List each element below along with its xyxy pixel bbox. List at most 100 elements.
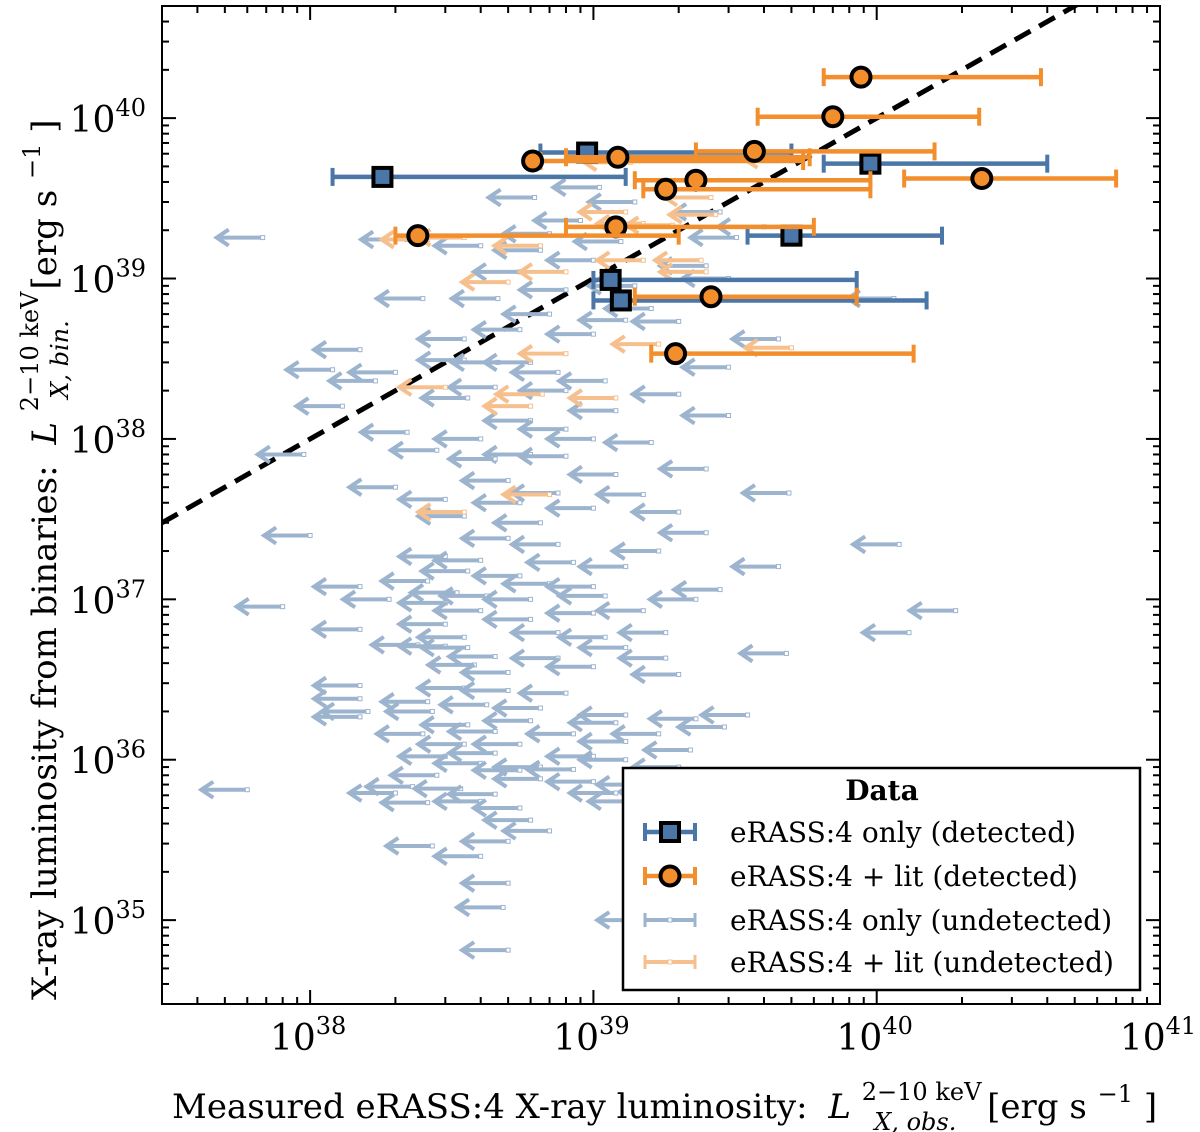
upper-limit-point <box>484 187 538 208</box>
upper-limit-point <box>470 798 523 818</box>
y-axis-label-symbol: L <box>25 422 65 446</box>
upper-limit-point <box>499 574 553 594</box>
y-axis-label-sup: 2−10 keV <box>16 291 44 411</box>
y-tick-label: 1036 <box>70 736 146 783</box>
legend-label: eRASS:4 only (detected) <box>730 816 1076 849</box>
upper-limit-point <box>523 724 576 744</box>
upper-limit-point <box>345 783 398 803</box>
upper-limit-point <box>543 498 596 518</box>
upper-limit-point <box>629 384 682 404</box>
upper-limit-point <box>629 311 682 332</box>
upper-limit-point <box>566 713 619 733</box>
upper-limit-point <box>516 683 569 703</box>
legend-entry: eRASS:4 + lit (undetected) <box>643 946 1114 979</box>
upper-limit-point <box>656 459 709 479</box>
upper-limit-point <box>414 678 467 698</box>
ticks-layer: 1038 1039 1040 1041 1035 1036 1037 1038 1039 1040 <box>70 5 1196 1059</box>
upper-limit-point <box>555 371 608 391</box>
upper-limit-point <box>431 600 484 621</box>
upper-limit-point <box>728 556 781 577</box>
upper-limit-point <box>445 449 498 469</box>
y-axis-label-unit-exp: −1 <box>18 144 46 179</box>
upper-limit-point <box>480 810 534 830</box>
upper-limit-point <box>418 637 471 658</box>
detected-point <box>821 65 1043 89</box>
upper-limit-point <box>543 771 596 792</box>
detected-point <box>591 289 929 312</box>
upper-limit-point <box>470 319 523 340</box>
upper-limit-point <box>629 502 682 522</box>
upper-limit-point <box>414 734 467 754</box>
upper-limit-point <box>601 432 654 453</box>
upper-limit-point <box>458 528 511 549</box>
upper-limit-point <box>543 603 596 623</box>
upper-limit-point <box>382 701 435 722</box>
upper-limit-point <box>480 396 534 416</box>
upper-limit-point <box>739 483 792 503</box>
upper-limit-point <box>543 250 596 270</box>
upper-limit-point <box>378 792 431 813</box>
detected-point <box>591 268 859 291</box>
x-axis-label: Measured eRASS:4 X-ray luminosity: L 2−1… <box>172 1069 1157 1132</box>
upper-limit-point <box>490 698 543 718</box>
upper-limit-point <box>345 362 398 383</box>
upper-limit-point <box>566 388 619 408</box>
upper-limit-point <box>431 846 484 866</box>
upper-limit-point <box>678 405 732 426</box>
upper-limit-point <box>431 236 484 256</box>
legend-label: eRASS:4 only (undetected) <box>730 904 1112 937</box>
legend-entries: eRASS:4 only (detected) eRASS:4 + lit (de… <box>643 816 1114 979</box>
upper-limit-point <box>387 765 440 785</box>
upper-limit-point <box>609 724 662 744</box>
upper-limit-point <box>254 444 307 465</box>
upper-limit-point <box>458 662 511 683</box>
upper-limit-point <box>310 576 363 597</box>
upper-limit-point <box>640 740 693 760</box>
upper-limit-point <box>566 783 619 803</box>
upper-limit-point <box>310 619 363 639</box>
upper-limit-point <box>282 360 336 380</box>
upper-limit-point <box>576 310 629 330</box>
x-tick-label: 1038 <box>270 1012 346 1059</box>
upper-limit-point <box>387 440 440 460</box>
upper-limit-point <box>490 769 543 789</box>
y-tick-label: 1038 <box>70 415 146 462</box>
upper-limit-point <box>666 205 719 225</box>
upper-limit-point <box>906 600 959 621</box>
detected-point <box>755 105 982 129</box>
upper-limit-point <box>453 897 506 918</box>
upper-limit-point <box>197 780 250 800</box>
legend-box <box>621 766 1142 992</box>
y-axis-label-unit-close: ] <box>25 120 65 133</box>
upper-limit-point <box>593 484 646 505</box>
upper-limit-point <box>609 541 662 561</box>
detected-point <box>641 177 873 201</box>
upper-limit-point <box>310 689 363 709</box>
x-tick-label: 1039 <box>553 1012 629 1059</box>
upper-limit-point <box>859 622 912 643</box>
upper-limit-point <box>576 556 629 577</box>
upper-limit-point <box>395 489 448 510</box>
y-tick-label: 1037 <box>70 575 146 622</box>
x-axis-label-sup: 2−10 keV <box>862 1078 982 1106</box>
detected-point <box>393 224 681 248</box>
x-axis-label-unit-exp: −1 <box>1098 1080 1133 1108</box>
upper-limit-point <box>437 586 490 606</box>
upper-limit-point <box>458 680 511 701</box>
upper-limit-point <box>646 589 699 609</box>
upper-limit-point <box>414 329 467 349</box>
upper-limit-point <box>480 711 534 731</box>
detected-point <box>330 165 628 188</box>
upper-limit-point <box>516 262 569 282</box>
upper-limit-point <box>490 513 543 533</box>
upper-limit-point <box>458 831 511 851</box>
upper-limit-point <box>357 422 410 442</box>
upper-limit-point <box>686 227 740 248</box>
upper-limit-point <box>516 446 569 466</box>
upper-limit-point <box>445 721 498 742</box>
upper-limit-point <box>490 236 543 256</box>
upper-limit-point <box>373 724 426 744</box>
upper-limit-point <box>470 493 523 513</box>
detected-point <box>821 152 1050 175</box>
